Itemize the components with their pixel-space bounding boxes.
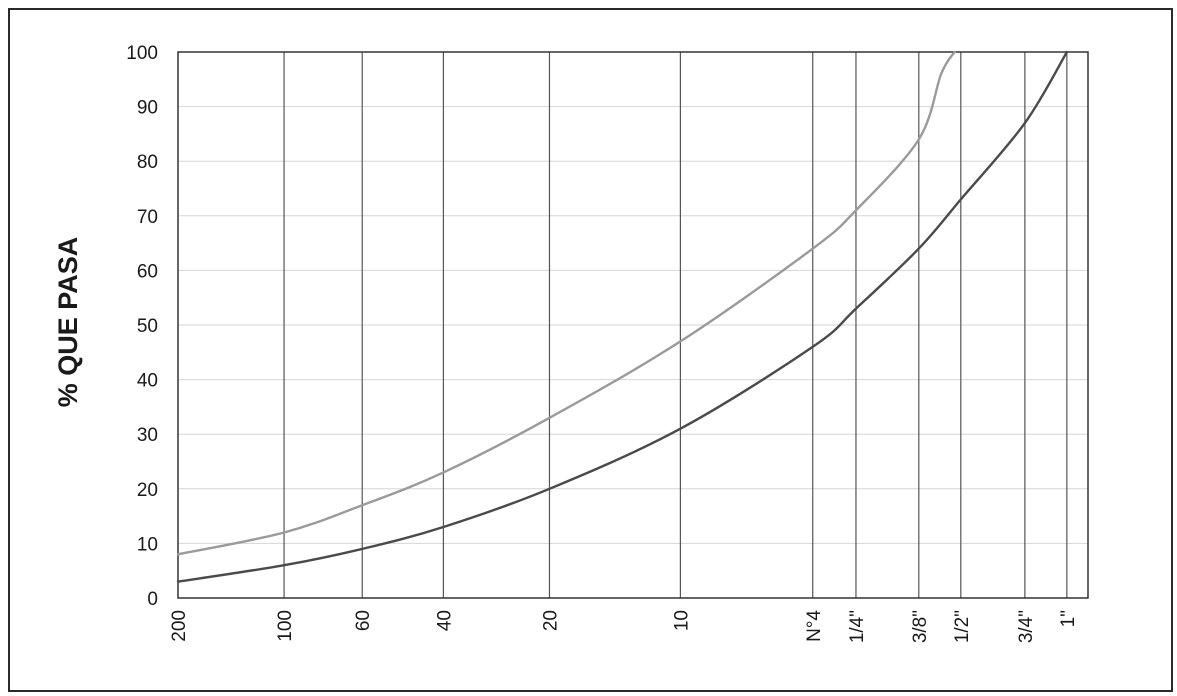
- y-tick-label: 30: [137, 425, 158, 446]
- x-tick-label: 60: [353, 610, 374, 631]
- x-tick-label: 100: [275, 610, 296, 642]
- x-tick-label: 3/4": [1016, 610, 1037, 643]
- y-tick-label: 50: [137, 316, 158, 337]
- y-tick-label: 10: [137, 534, 158, 555]
- y-tick-labels: 0 10 20 30 40 50 60 70 80 90 100: [126, 43, 158, 610]
- y-tick-label: 40: [137, 371, 158, 392]
- x-tick-label: 20: [540, 610, 561, 631]
- x-tick-label: 3/8": [910, 610, 931, 643]
- y-axis-label: % QUE PASA: [53, 237, 83, 408]
- lower-gradation-curve: [176, 50, 1069, 583]
- x-tick-labels: 200 100 60 40 20 10 N°4 1/4" 3/8" 1/2" 3/4" 1": [169, 610, 1079, 644]
- y-tick-label: 70: [137, 207, 158, 228]
- x-tick-label: 200: [169, 610, 190, 642]
- series-layer: [176, 50, 1069, 583]
- x-tick-label: 40: [434, 610, 455, 631]
- y-tick-label: 80: [137, 152, 158, 173]
- x-tick-label: N°4: [804, 610, 825, 642]
- y-tick-label: 20: [137, 480, 158, 501]
- y-tick-label: 60: [137, 261, 158, 282]
- horizontal-gridlines: [178, 106, 1088, 544]
- plot-area-border: [177, 51, 1089, 599]
- y-tick-label: 0: [147, 589, 158, 610]
- x-tick-label: 10: [671, 610, 692, 631]
- x-tick-label: 1/2": [952, 610, 973, 643]
- vertical-gridlines: [283, 52, 1068, 598]
- x-tick-label: 1/4": [847, 610, 868, 643]
- upper-gradation-curve: [176, 50, 956, 556]
- y-tick-label: 100: [126, 43, 158, 64]
- x-tick-label: 1": [1058, 610, 1079, 627]
- y-tick-label: 90: [137, 98, 158, 119]
